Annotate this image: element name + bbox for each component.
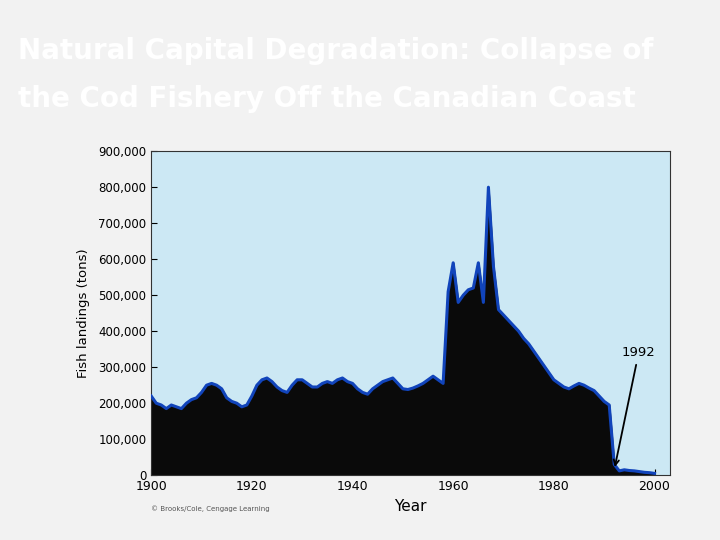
Text: 1992: 1992 [613,346,655,465]
Text: © Brooks/Cole, Cengage Learning: © Brooks/Cole, Cengage Learning [151,505,270,511]
Text: Natural Capital Degradation: Collapse of: Natural Capital Degradation: Collapse of [18,37,654,65]
Y-axis label: Fish landings (tons): Fish landings (tons) [77,248,90,378]
Text: the Cod Fishery Off the Canadian Coast: the Cod Fishery Off the Canadian Coast [18,85,636,113]
X-axis label: Year: Year [394,498,427,514]
